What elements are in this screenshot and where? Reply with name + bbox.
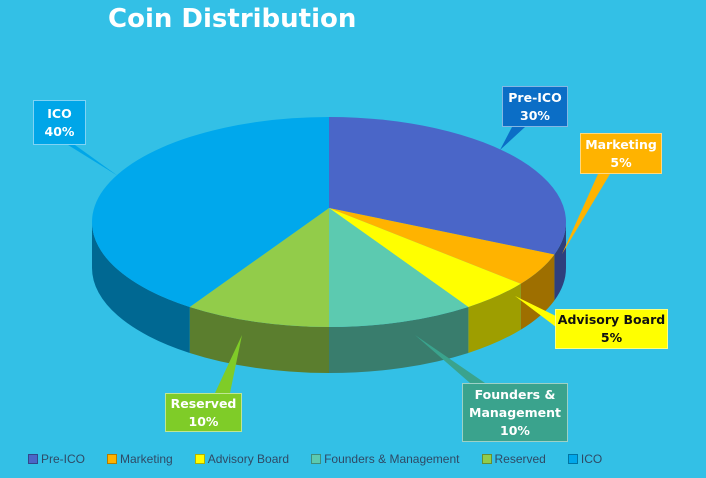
legend-item-marketing: Marketing <box>107 452 173 466</box>
slice-reserved[interactable] <box>189 208 329 327</box>
side-reserved <box>189 306 329 373</box>
leader-line <box>562 174 610 254</box>
label-marketing-value: 5% <box>610 154 632 170</box>
label-founders-value: 10% <box>500 422 530 438</box>
label-reserved-value: 10% <box>188 413 219 429</box>
label-reserved-name: Reserved <box>170 395 237 411</box>
legend-label: Advisory Board <box>207 452 290 466</box>
legend-item-reserved: Reserved <box>481 452 546 466</box>
legend-label: Founders & Management <box>324 452 460 466</box>
label-advisory-value: 5% <box>600 330 623 345</box>
label-marketing-name: Marketing <box>585 136 657 152</box>
legend-marker <box>567 454 578 464</box>
leader-line <box>500 127 525 150</box>
label-pre-ico-name: Pre-ICO <box>508 89 562 105</box>
leader-line <box>60 140 118 176</box>
leader-line <box>515 296 560 330</box>
legend-label: Pre-ICO <box>41 452 86 466</box>
legend-marker <box>28 454 38 464</box>
chart-title: Coin Distribution <box>108 4 357 34</box>
legend: Pre-ICO Marketing Advisory Board Founders &… <box>28 452 602 466</box>
label-founders-name: Founders & Management <box>469 386 562 420</box>
slice-marketing[interactable] <box>329 208 555 284</box>
legend-marker <box>107 454 118 464</box>
side-advisory-board <box>468 283 521 353</box>
legend-marker <box>311 454 322 464</box>
legend-marker <box>481 454 492 464</box>
leader-line <box>415 335 485 383</box>
side-marketing <box>520 254 555 330</box>
label-advisory-name: Advisory Board <box>557 312 666 327</box>
side-founders-management <box>329 306 469 373</box>
legend-label: ICO <box>580 452 603 466</box>
legend-item-ico: ICO <box>567 452 603 466</box>
legend-item-pre-ico: Pre-ICO <box>28 452 85 466</box>
slice-pre-ico[interactable] <box>329 117 566 255</box>
label-pre-ico-value: 30% <box>520 107 550 123</box>
label-ico: ICO 40% <box>33 100 86 145</box>
legend-item-advisory-board: Advisory Board <box>194 452 290 466</box>
legend-item-founders-management: Founders & Management <box>311 452 460 466</box>
slice-advisory-board[interactable] <box>329 208 521 307</box>
label-reserved: Reserved 10% <box>165 393 242 432</box>
label-ico-value: 40% <box>44 123 75 139</box>
side-ico <box>92 222 190 353</box>
legend-label: Reserved <box>494 452 546 466</box>
slice-founders-management[interactable] <box>329 208 469 327</box>
legend-marker <box>194 454 205 464</box>
side-pre-ico <box>554 222 566 301</box>
leader-line <box>215 335 242 393</box>
label-ico-name: ICO <box>47 105 72 121</box>
slice-ico[interactable] <box>92 117 330 307</box>
label-founders: Founders & Management 10% <box>462 383 568 442</box>
legend-label: Marketing <box>120 452 173 466</box>
label-marketing: Marketing 5% <box>580 133 662 174</box>
label-advisory-board: Advisory Board 5% <box>555 309 668 349</box>
label-pre-ico: Pre-ICO 30% <box>502 86 568 127</box>
